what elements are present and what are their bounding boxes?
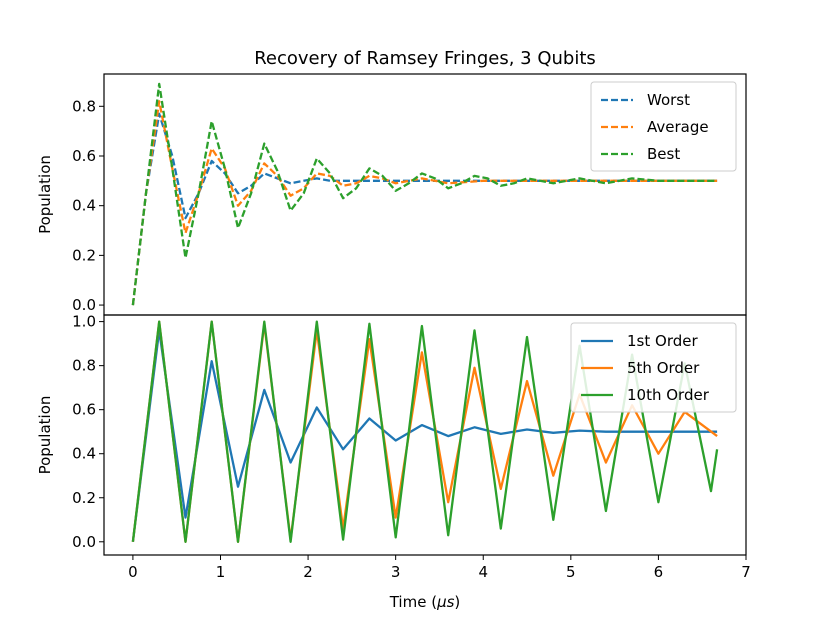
y-tick-label-bottom: 0.4 [72, 445, 96, 463]
y-axis-label-top: Population [36, 155, 54, 234]
x-axis-label: Time (μs) [389, 593, 461, 611]
legend-label: 1st Order [627, 332, 698, 350]
y-tick-label-bottom: 0.0 [72, 533, 96, 551]
legend-box-top [590, 81, 737, 172]
x-tick-label: 7 [741, 563, 751, 581]
x-tick-label: 0 [128, 563, 138, 581]
x-tick-label: 5 [566, 563, 576, 581]
y-tick-label-top: 0.0 [72, 296, 96, 314]
y-tick-label-bottom: 0.2 [72, 489, 96, 507]
x-tick-label: 4 [478, 563, 488, 581]
legend-box-bottom [570, 322, 737, 413]
top-panel: 0.0 0.2 0.4 0.6 0.8 Population Worst Average Bes… [36, 73, 747, 316]
y-tick-label-top: 0.6 [72, 147, 96, 165]
y-tick-label-bottom: 1.0 [72, 313, 96, 331]
legend-label: 10th Order [627, 386, 710, 404]
axes-frame-bottom [103, 314, 747, 556]
y-tick-label-top: 0.2 [72, 246, 96, 264]
legend-top: Worst Average Best [590, 81, 737, 172]
y-tick-label-bottom: 0.8 [72, 357, 96, 375]
legend-label: 5th Order [627, 359, 700, 377]
legend-label: Best [647, 145, 680, 163]
chart-title: Recovery of Ramsey Fringes, 3 Qubits [254, 48, 596, 69]
series-line-worst [131, 112, 718, 306]
legend-bottom: 1st Order 5th Order 10th Order [570, 322, 737, 413]
y-tick-label-top: 0.4 [72, 197, 96, 215]
x-tick-label: 6 [654, 563, 664, 581]
legend-label: Worst [647, 91, 690, 109]
x-tick-label: 2 [303, 563, 313, 581]
legend-label: Average [647, 118, 709, 136]
bottom-panel: 0.0 0.2 0.4 0.6 0.8 1.0 0 1 2 3 4 5 6 7 Population 1st … [36, 313, 751, 581]
y-axis-label-bottom: Population [36, 396, 54, 475]
x-tick-label: 1 [216, 563, 226, 581]
series-line-1st-order [131, 329, 718, 542]
y-tick-label-top: 0.8 [72, 97, 96, 115]
y-tick-label-bottom: 0.6 [72, 401, 96, 419]
x-tick-label: 3 [391, 563, 401, 581]
series-line-best [131, 82, 718, 306]
